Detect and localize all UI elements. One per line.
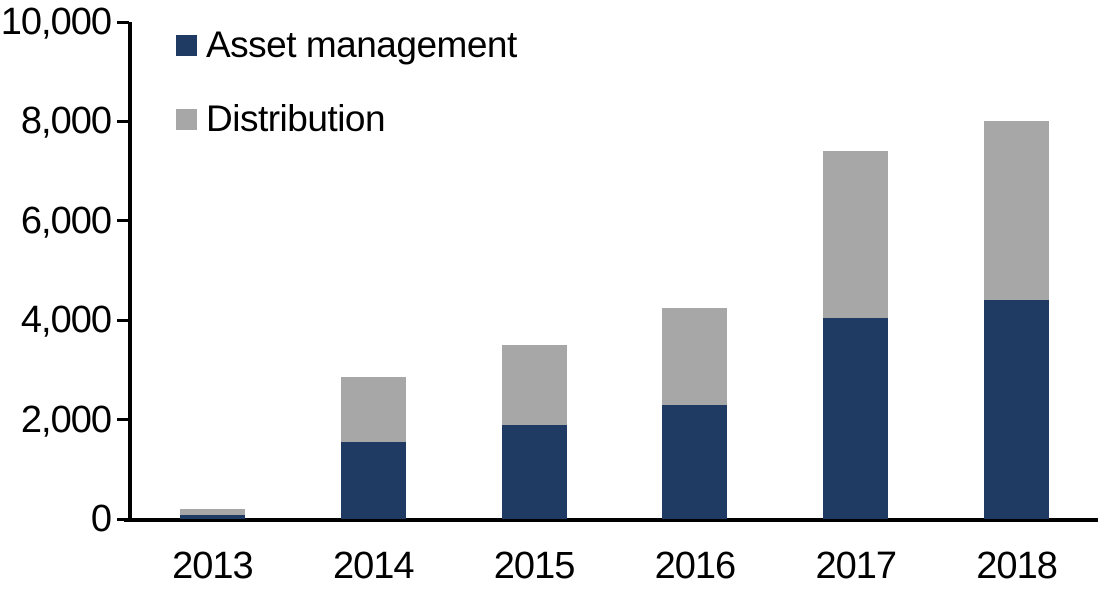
y-axis-tick-label: 0 — [90, 498, 112, 540]
bar-2017-distribution — [823, 151, 889, 318]
y-axis-tick — [117, 418, 129, 422]
y-axis-tick — [117, 20, 129, 24]
bar-2014-asset-management — [340, 441, 406, 519]
y-axis-tick — [117, 219, 129, 223]
legend-label-asset-management: Asset management — [206, 24, 517, 65]
legend-item-asset-management: Asset management — [176, 24, 517, 66]
bar-2014-distribution — [340, 377, 406, 442]
bar-2018-distribution — [984, 121, 1050, 301]
bar-2016-distribution — [662, 307, 728, 405]
x-axis-label-2015: 2015 — [493, 545, 576, 587]
asset-management-swatch-icon — [176, 34, 197, 56]
x-axis-label-2016: 2016 — [654, 545, 737, 587]
y-axis-line — [128, 22, 132, 522]
x-axis-label-2018: 2018 — [976, 545, 1058, 587]
y-axis-tick-label: 8,000 — [20, 100, 112, 143]
x-axis-label-2017: 2017 — [815, 545, 897, 587]
distribution-swatch-icon — [176, 108, 197, 130]
legend-item-distribution: Distribution — [176, 98, 386, 140]
bar-2015-distribution — [501, 345, 567, 425]
bar-2013-distribution — [179, 509, 245, 515]
x-axis-label-2014: 2014 — [332, 545, 415, 587]
y-axis-tick-label: 6,000 — [20, 199, 112, 242]
bar-2016-asset-management — [662, 404, 728, 519]
y-axis-tick-label: 2,000 — [20, 398, 112, 441]
y-axis-tick — [117, 318, 129, 322]
y-axis-tick — [117, 119, 129, 123]
bar-2018-asset-management — [984, 300, 1050, 519]
bar-2015-asset-management — [501, 424, 567, 519]
x-axis-label-2013: 2013 — [172, 545, 254, 587]
x-axis-line — [124, 518, 1098, 522]
bar-2017-asset-management — [823, 317, 889, 519]
bar-2013-asset-management — [179, 515, 245, 519]
y-axis-tick-label: 10,000 — [0, 1, 112, 43]
y-axis-tick — [117, 517, 129, 521]
legend-label-distribution: Distribution — [206, 98, 386, 139]
y-axis-tick-label: 4,000 — [20, 299, 112, 342]
